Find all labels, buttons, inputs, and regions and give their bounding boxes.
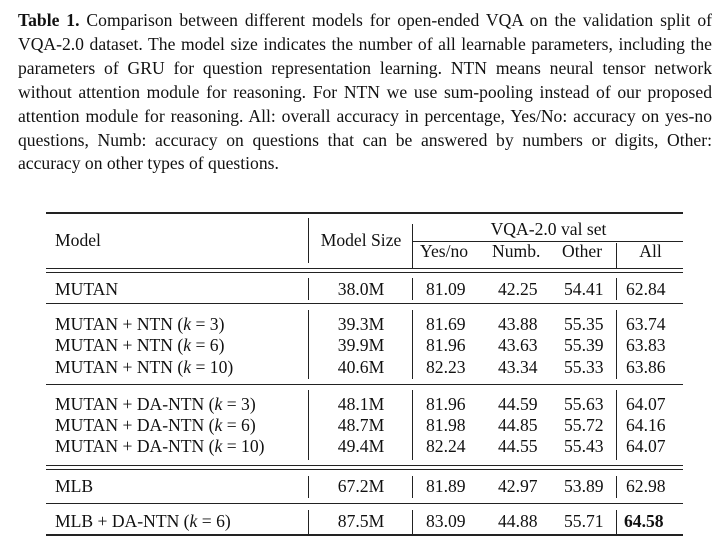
table-row-other: 53.89 <box>564 476 604 496</box>
table-row-model: MUTAN + NTN (k = 6) <box>55 335 225 355</box>
header-model-size: Model Size <box>320 230 402 250</box>
table-row-model: MLB + DA-NTN (k = 6) <box>55 511 231 531</box>
table-row-size: 87.5M <box>337 511 385 531</box>
vrule <box>616 390 618 460</box>
header-vrule-model <box>308 218 310 263</box>
vrule <box>308 310 310 379</box>
vrule <box>412 390 414 460</box>
header-yesno: Yes/no <box>420 241 469 261</box>
table-row-numb: 42.25 <box>498 279 538 299</box>
caption-label: Table 1. <box>18 10 80 30</box>
header-double-rule-a <box>46 268 683 270</box>
table-row-model: MUTAN + NTN (k = 3) <box>55 314 225 334</box>
table-row-all: 64.16 <box>626 415 666 435</box>
table-row-numb: 42.97 <box>498 476 538 496</box>
table-row-all: 64.07 <box>626 394 666 414</box>
table-caption: Table 1. Comparison between different mo… <box>18 9 712 176</box>
table-row-numb: 44.85 <box>498 415 538 435</box>
group-double-rule-b <box>46 469 683 471</box>
table-row-other: 55.72 <box>564 415 604 435</box>
table-row-all: 64.07 <box>626 436 666 456</box>
table-row-yesno: 82.24 <box>426 436 466 456</box>
header-subrule <box>412 241 683 243</box>
table-row-other: 55.71 <box>564 511 604 531</box>
header-group-vqa: VQA-2.0 val set <box>490 219 607 239</box>
vrule <box>308 390 310 460</box>
table-row-yesno: 83.09 <box>426 511 466 531</box>
group-rule-1 <box>46 303 683 305</box>
header-double-rule-b <box>46 272 683 274</box>
table-row-other: 55.35 <box>564 314 604 334</box>
table-row-numb: 44.88 <box>498 511 538 531</box>
table-row-size: 49.4M <box>337 436 385 456</box>
caption-text: Comparison between different models for … <box>18 10 712 174</box>
table-row-model: MLB <box>55 476 94 496</box>
table-row-model: MUTAN <box>55 279 119 299</box>
vrule <box>412 310 414 379</box>
table-row-size: 39.9M <box>337 335 385 355</box>
table-row-size: 38.0M <box>337 279 385 299</box>
table-row-size: 39.3M <box>337 314 385 334</box>
table-row-numb: 44.59 <box>498 394 538 414</box>
table-row-other: 54.41 <box>564 279 604 299</box>
table-row-other: 55.33 <box>564 357 604 377</box>
header-other: Other <box>562 241 603 261</box>
table-row-yesno: 81.89 <box>426 476 466 496</box>
table-row-yesno: 82.23 <box>426 357 466 377</box>
bottom-rule <box>46 534 683 536</box>
table-row-numb: 44.55 <box>498 436 538 456</box>
header-numb: Numb. <box>492 241 541 261</box>
vrule <box>412 510 414 535</box>
table-row-all: 63.86 <box>626 357 666 377</box>
table-row-all: 63.74 <box>626 314 666 334</box>
vrule <box>412 476 414 498</box>
vrule <box>616 310 618 379</box>
vrule <box>308 278 310 300</box>
vrule <box>308 476 310 498</box>
table-row-model: MUTAN + DA-NTN (k = 3) <box>55 394 256 414</box>
results-table: Model Model Size VQA-2.0 val set Yes/no … <box>46 210 683 540</box>
group-double-rule-a <box>46 465 683 467</box>
group-rule-3 <box>46 503 683 505</box>
table-row-other: 55.63 <box>564 394 604 414</box>
vrule <box>616 278 618 300</box>
table-row-numb: 43.34 <box>498 357 538 377</box>
table-row-numb: 43.88 <box>498 314 538 334</box>
vrule <box>412 278 414 300</box>
header-vrule-size <box>412 224 414 269</box>
table-row-model: MUTAN + NTN (k = 10) <box>55 357 234 377</box>
table-row-other: 55.43 <box>564 436 604 456</box>
vrule <box>616 476 618 498</box>
table-row-yesno: 81.96 <box>426 394 466 414</box>
table-row-size: 40.6M <box>337 357 385 377</box>
top-rule <box>46 212 683 214</box>
table-row-model: MUTAN + DA-NTN (k = 10) <box>55 436 265 456</box>
table-row-all: 63.83 <box>626 335 666 355</box>
table-row-size: 48.1M <box>337 394 385 414</box>
table-row-size: 48.7M <box>337 415 385 435</box>
header-vrule-all <box>616 243 618 268</box>
vrule <box>616 510 618 535</box>
table-row-yesno: 81.98 <box>426 415 466 435</box>
table-row-all-best: 64.58 <box>624 511 664 531</box>
table-row-all: 62.84 <box>626 279 666 299</box>
table-row-other: 55.39 <box>564 335 604 355</box>
table-row-model: MUTAN + DA-NTN (k = 6) <box>55 415 256 435</box>
table-row-yesno: 81.69 <box>426 314 466 334</box>
table-row-yesno: 81.96 <box>426 335 466 355</box>
header-model: Model <box>55 230 101 250</box>
group-rule-2 <box>46 384 683 386</box>
table-row-size: 67.2M <box>337 476 385 496</box>
header-all: All <box>639 241 662 261</box>
table-row-yesno: 81.09 <box>426 279 466 299</box>
vrule <box>308 510 310 535</box>
table-row-numb: 43.63 <box>498 335 538 355</box>
table-row-all: 62.98 <box>626 476 666 496</box>
